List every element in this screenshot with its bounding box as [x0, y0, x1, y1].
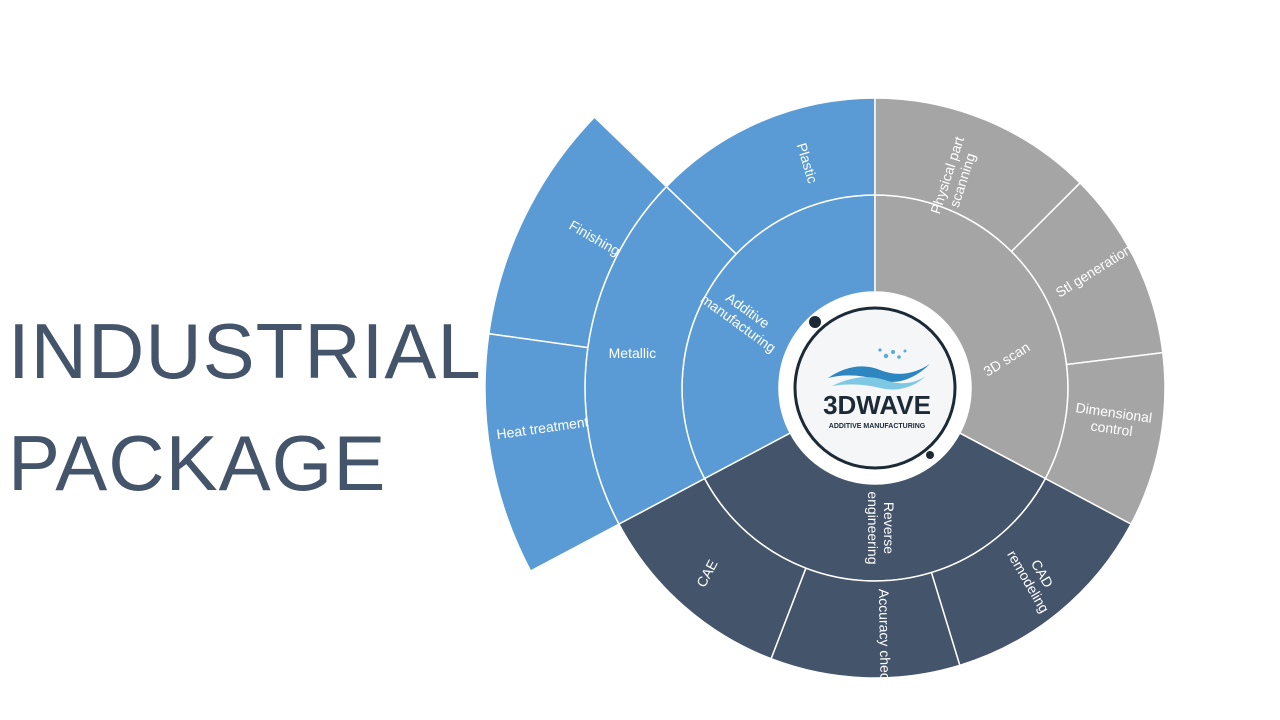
- sunburst-segments: [484, 97, 1166, 679]
- label-reverse: Reverseengineering: [865, 491, 897, 564]
- label-metallic-line-1: Metallic: [609, 345, 656, 361]
- label-accuracy: Accuracy check: [876, 589, 894, 688]
- logo-splash-dot: [809, 316, 821, 328]
- wave-icon: [828, 348, 930, 390]
- label-reverse-line-2: engineering: [865, 491, 881, 564]
- label-reverse-line-1: Reverse: [881, 502, 897, 554]
- logo-badge: [793, 306, 957, 470]
- page-title: INDUSTRIAL PACKAGE: [8, 295, 482, 519]
- label-metallic: Metallic: [609, 345, 656, 361]
- logo-splash-dot-2: [926, 451, 934, 459]
- segment-cae: [617, 477, 807, 660]
- label-dimensional-line-2: control: [1090, 417, 1134, 439]
- title-line-2: PACKAGE: [8, 419, 387, 507]
- logo-tagline: ADDITIVE MANUFACTURING: [829, 423, 926, 430]
- segment-finishing: [487, 116, 668, 349]
- logo-name: 3DWAVE: [823, 390, 931, 420]
- segment-heat: [484, 332, 620, 573]
- title-line-1: INDUSTRIAL: [8, 307, 482, 395]
- center-logo: 3DWAVE ADDITIVE MANUFACTURING: [779, 292, 971, 484]
- label-accuracy-line-1: Accuracy check: [876, 589, 894, 688]
